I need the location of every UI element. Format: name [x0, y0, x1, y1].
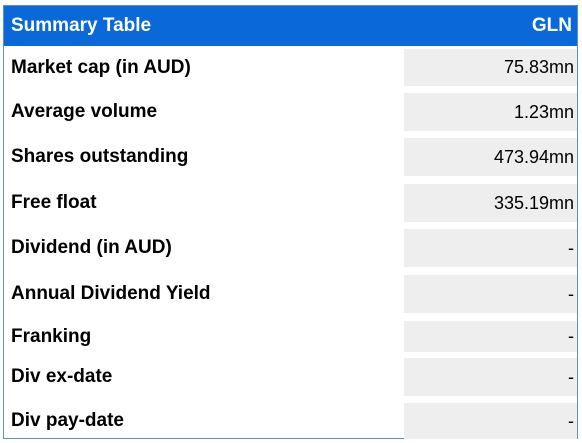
- row-label-annual-dividend-yield: Annual Dividend Yield: [11, 283, 211, 304]
- row-value-shares-outstanding: 473.94mn: [404, 138, 577, 176]
- summary-table: Summary Table GLN Market cap (in AUD) 75…: [3, 5, 578, 439]
- row-label-free-float: Free float: [11, 192, 97, 213]
- row-value-div-pay-date: -: [404, 403, 577, 439]
- table-header: Summary Table GLN: [4, 6, 577, 46]
- table-row: Annual Dividend Yield -: [4, 275, 577, 313]
- table-row: Shares outstanding 473.94mn: [4, 138, 577, 176]
- row-value-annual-dividend-yield: -: [404, 275, 577, 313]
- row-value-div-ex-date: -: [404, 358, 577, 396]
- table-row: Div ex-date -: [4, 358, 577, 396]
- table-row: Average volume 1.23mn: [4, 93, 577, 131]
- row-value-market-cap: 75.83mn: [404, 49, 577, 86]
- row-label-average-volume: Average volume: [11, 101, 158, 122]
- table-row: Free float 335.19mn: [4, 184, 577, 222]
- row-value-average-volume: 1.23mn: [404, 93, 577, 131]
- table-row: Market cap (in AUD) 75.83mn: [4, 49, 577, 86]
- table-row: Dividend (in AUD) -: [4, 229, 577, 267]
- row-label-franking: Franking: [11, 325, 92, 347]
- ticker-label: GLN: [531, 15, 572, 36]
- table-row: Franking -: [4, 321, 577, 352]
- row-label-shares-outstanding: Shares outstanding: [11, 146, 189, 167]
- row-label-div-pay-date: Div pay-date: [11, 410, 124, 431]
- row-label-market-cap: Market cap (in AUD): [11, 56, 191, 78]
- row-value-free-float: 335.19mn: [404, 184, 577, 222]
- row-label-div-ex-date: Div ex-date: [11, 366, 113, 387]
- row-value-franking: -: [404, 321, 577, 352]
- row-label-dividend: Dividend (in AUD): [11, 237, 172, 258]
- row-value-dividend: -: [404, 229, 577, 267]
- table-title: Summary Table: [11, 15, 152, 36]
- table-row: Div pay-date -: [4, 403, 577, 439]
